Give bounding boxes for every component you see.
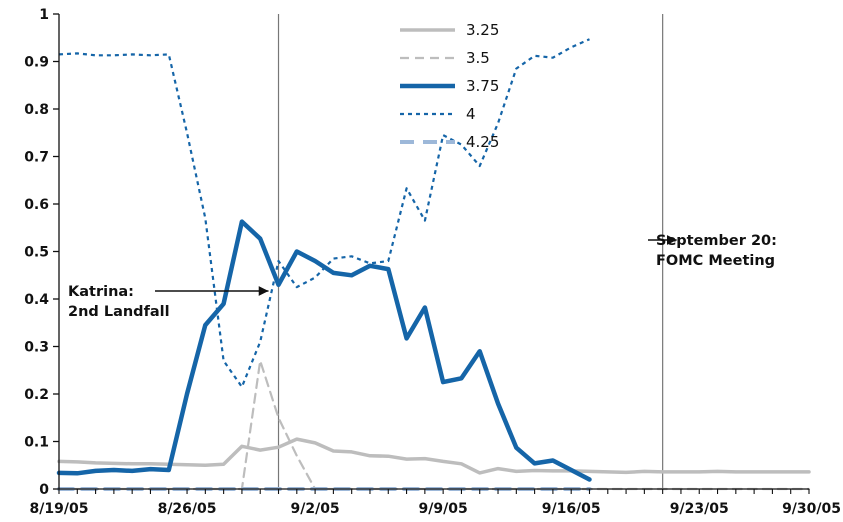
annotation-text: FOMC Meeting: [656, 253, 775, 269]
legend-label: 4: [466, 105, 476, 123]
series-line-4: [58, 38, 590, 388]
event-lines: [277, 14, 664, 489]
y-tick-label: 0.6: [24, 197, 49, 213]
x-tick-label: 9/23/05: [670, 501, 729, 517]
annotation-text: September 20:: [656, 233, 777, 249]
series-line-3-25: [57, 437, 811, 475]
series-line-3-5: [57, 359, 811, 491]
axes: 0 0.1 0.2 0.3 0.4 0.5 0.6 0.7 0.8 0.9 1 8/19/05 8/26…: [24, 7, 841, 517]
series-line-3-75: [56, 219, 592, 482]
y-tick-label: 0.4: [24, 292, 49, 308]
y-tick-label: 0: [39, 482, 49, 498]
y-tick-label: 1: [39, 7, 49, 23]
x-tick-label: 9/9/05: [419, 501, 468, 517]
annotation-text: 2nd Landfall: [68, 304, 170, 320]
legend-label: 4.25: [466, 133, 499, 151]
y-tick-label: 0.3: [24, 340, 49, 356]
x-tick-label: 9/16/05: [542, 501, 601, 517]
x-tick-label: 9/2/05: [290, 501, 339, 517]
legend: 3.25 3.5 3.75 4 4.25: [400, 21, 499, 151]
y-tick-label: 0.1: [24, 435, 49, 451]
y-tick-label: 0.2: [24, 387, 49, 403]
y-tick-label: 0.9: [24, 55, 49, 71]
legend-label: 3.5: [466, 49, 490, 67]
legend-label: 3.25: [466, 21, 499, 39]
legend-label: 3.75: [466, 77, 499, 95]
annotations: Katrina: 2nd Landfall September 20: FOMC Me…: [68, 233, 777, 320]
x-tick-label: 9/30/05: [782, 501, 841, 517]
x-tick-label: 8/19/05: [30, 501, 89, 517]
x-tick-label: 8/26/05: [158, 501, 217, 517]
y-tick-label: 0.5: [24, 245, 49, 261]
annotation-text: Katrina:: [68, 284, 134, 300]
y-tick-label: 0.8: [24, 102, 49, 118]
y-tick-label: 0.7: [24, 150, 49, 166]
